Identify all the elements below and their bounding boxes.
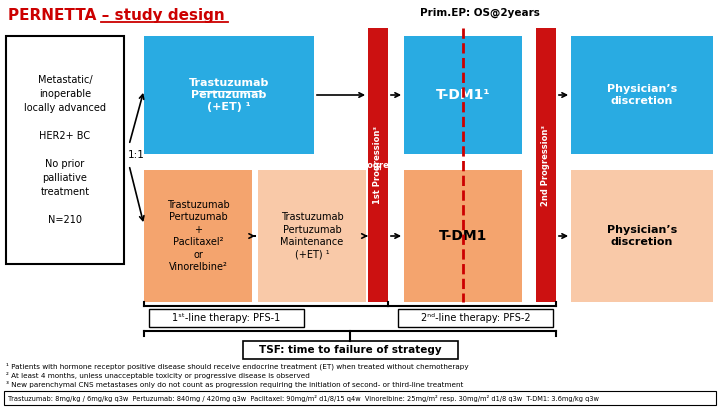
Text: PERNETTA – study design: PERNETTA – study design xyxy=(8,8,225,23)
Bar xyxy=(144,36,314,154)
Text: 2ⁿᵈ-line therapy: PFS-2: 2ⁿᵈ-line therapy: PFS-2 xyxy=(420,313,531,323)
Text: ² At least 4 months, unless unacceptable toxicity or progressive disease is obse: ² At least 4 months, unless unacceptable… xyxy=(6,372,310,379)
Text: ¹ Patients with hormone receptor positive disease should receive endocrine treat: ¹ Patients with hormone receptor positiv… xyxy=(6,363,469,371)
Bar xyxy=(571,36,713,154)
Text: T-DM1¹: T-DM1¹ xyxy=(436,88,490,102)
Text: 2nd Progression³: 2nd Progression³ xyxy=(541,124,551,206)
Text: Trastuzumab
Pertuzumab
Maintenance
(+ET) ¹: Trastuzumab Pertuzumab Maintenance (+ET)… xyxy=(280,213,343,260)
Text: Trastuzumab
Pertuzumab
(+ET) ¹: Trastuzumab Pertuzumab (+ET) ¹ xyxy=(189,78,269,112)
Text: 1st Progression³: 1st Progression³ xyxy=(374,126,382,204)
Bar xyxy=(243,341,457,359)
Bar xyxy=(368,28,388,302)
Text: Physician’s
discretion: Physician’s discretion xyxy=(607,84,677,106)
Text: T-DM1: T-DM1 xyxy=(438,229,487,243)
Text: Trastuzumab
Pertuzumab
+
Paclitaxel²
or
Vinorelbine²: Trastuzumab Pertuzumab + Paclitaxel² or … xyxy=(166,200,230,272)
Bar xyxy=(404,36,522,154)
Bar xyxy=(258,170,366,302)
Bar xyxy=(4,391,716,405)
Text: Physician’s
discretion: Physician’s discretion xyxy=(607,225,677,247)
Text: Trastuzumab: 8mg/kg / 6mg/kg q3w  Pertuzumab: 840mg / 420mg q3w  Paclitaxel: 90m: Trastuzumab: 8mg/kg / 6mg/kg q3w Pertuzu… xyxy=(8,394,599,401)
Bar xyxy=(571,170,713,302)
Bar xyxy=(404,170,522,302)
Bar xyxy=(536,28,556,302)
Bar xyxy=(144,170,252,302)
Text: 1:1: 1:1 xyxy=(127,150,145,160)
Text: 1ˢᵗ-line therapy: PFS-1: 1ˢᵗ-line therapy: PFS-1 xyxy=(172,313,281,323)
Bar xyxy=(398,309,553,327)
Bar xyxy=(149,309,304,327)
Text: ³ New parenchymal CNS metastases only do not count as progression requiring the : ³ New parenchymal CNS metastases only do… xyxy=(6,381,464,388)
Text: Prim.EP: OS@2years: Prim.EP: OS@2years xyxy=(420,8,540,18)
Bar xyxy=(6,36,124,264)
Text: TSF: time to failure of strategy: TSF: time to failure of strategy xyxy=(258,345,441,355)
Text: 1st Progression³: 1st Progression³ xyxy=(339,161,417,169)
Text: Metastatic/
inoperable
locally advanced

HER2+ BC

No prior
palliative
treatment: Metastatic/ inoperable locally advanced … xyxy=(24,75,106,225)
